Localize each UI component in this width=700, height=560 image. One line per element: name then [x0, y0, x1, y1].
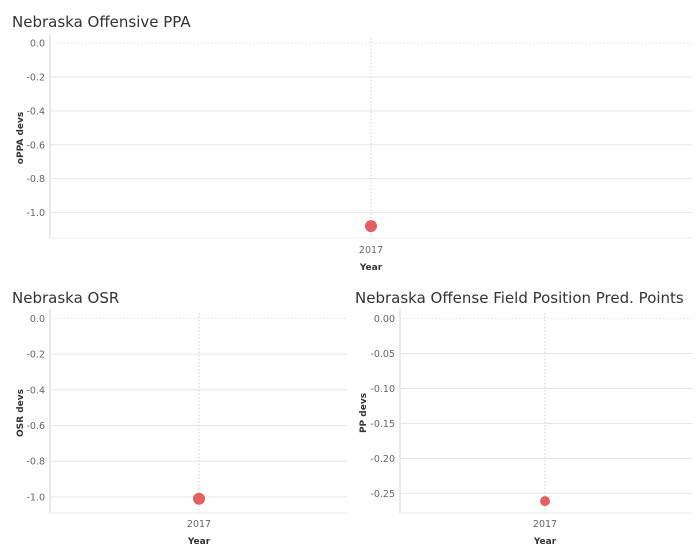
y-tick-label: -0.15: [370, 419, 395, 430]
y-tick-label: -0.4: [26, 385, 45, 396]
chart-title: Nebraska Offensive PPA: [12, 13, 191, 31]
x-axis-label: Year: [187, 537, 211, 547]
y-tick-label: -0.6: [26, 140, 45, 151]
y-gridlines: [399, 309, 692, 514]
y-tick-label: -0.10: [370, 384, 395, 395]
y-axis-label: PP devs: [359, 393, 369, 433]
y-tick-label: -0.6: [26, 421, 45, 432]
chart-field-position-pp: Nebraska Offense Field Position Pred. Po…: [355, 289, 692, 547]
data-points: [193, 492, 205, 505]
data-point[interactable]: [540, 496, 550, 507]
y-tick-label: -0.20: [370, 454, 395, 465]
y-tick-label: 0.0: [30, 314, 45, 325]
y-tick-label: 0.0: [30, 39, 45, 50]
y-tick-label: -0.8: [26, 174, 45, 185]
x-axis-label: Year: [533, 537, 557, 547]
x-tick-label: 2017: [533, 519, 557, 530]
chart-title: Nebraska OSR: [12, 289, 119, 307]
y-ticks: 0.0 -0.2 -0.4 -0.6 -0.8 -1.0: [26, 314, 45, 504]
y-tick-label: -0.05: [370, 349, 395, 360]
data-points: [365, 220, 377, 233]
x-tick-label: 2017: [359, 245, 383, 256]
y-tick-label: -0.2: [26, 350, 45, 361]
y-tick-label: -0.25: [370, 489, 395, 500]
x-axis-label: Year: [359, 263, 383, 273]
y-ticks: 0.00 -0.05 -0.10 -0.15 -0.20 -0.25: [370, 314, 395, 500]
y-tick-label: -0.4: [26, 106, 45, 117]
y-tick-label: -1.0: [26, 208, 45, 219]
y-axis-label: oPPA devs: [16, 112, 26, 164]
data-point[interactable]: [193, 492, 205, 505]
chart-title: Nebraska Offense Field Position Pred. Po…: [355, 289, 684, 307]
data-points: [540, 496, 550, 507]
y-axis-label: OSR devs: [16, 389, 26, 437]
y-tick-label: 0.00: [374, 314, 395, 325]
chart-offensive-ppa: Nebraska Offensive PPA 0.0 -0.2 -0.4 -0.6 -0…: [12, 13, 692, 273]
x-tick-label: 2017: [187, 519, 211, 530]
y-ticks: 0.0 -0.2 -0.4 -0.6 -0.8 -1.0: [26, 39, 45, 219]
y-tick-label: -0.2: [26, 72, 45, 83]
chart-osr: Nebraska OSR 0.0 -0.2 -0.4 -0.6 -0.8 -1.0 OSR…: [12, 289, 347, 547]
data-point[interactable]: [365, 220, 377, 233]
y-tick-label: -0.8: [26, 457, 45, 468]
y-tick-label: -1.0: [26, 492, 45, 503]
